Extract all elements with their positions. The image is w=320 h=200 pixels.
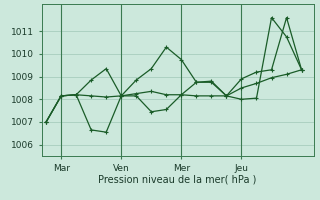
X-axis label: Pression niveau de la mer( hPa ): Pression niveau de la mer( hPa ) [99,174,257,184]
